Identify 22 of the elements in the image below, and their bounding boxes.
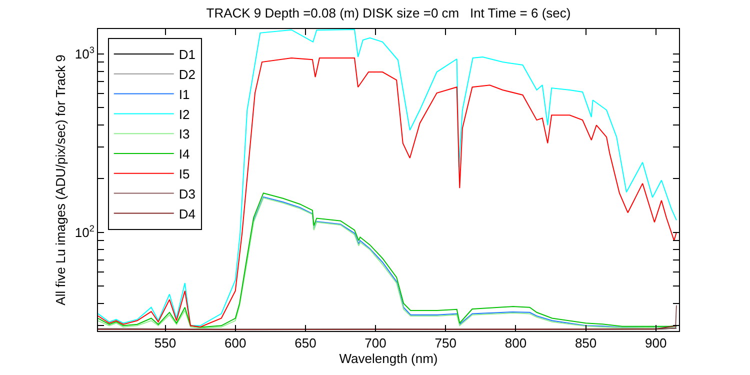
legend-label: I1 [178,86,190,102]
legend-label: D2 [178,66,196,82]
x-tick-label: 850 [574,336,597,351]
y-tick-label: 10$^{2}$ [74,223,94,240]
legend-label: I2 [178,106,190,122]
chart-title: TRACK 9 Depth =0.08 (m) DISK size =0 cm Int Time = 6 (sec) [206,6,571,21]
legend-label: I5 [178,166,190,182]
legend-label: D4 [178,206,196,222]
x-axis-title: Wavelength (nm) [339,351,438,366]
legend-label: I4 [178,146,190,162]
legend-label: D1 [178,47,196,62]
x-tick-label: 900 [645,336,667,351]
y-axis-title: All five Lu images (ADU/pix/sec) for Track 9 [52,54,68,306]
x-tick-label: 550 [154,336,176,351]
y-tick-label: 10$^{3}$ [74,45,94,62]
legend-label: D3 [178,186,196,202]
x-tick-label: 700 [364,336,386,351]
x-tick-label: 800 [504,336,527,351]
x-tick-label: 750 [434,336,456,351]
legend-label: I3 [178,126,190,142]
x-tick-label: 600 [224,336,246,351]
x-tick-label: 650 [294,336,316,351]
